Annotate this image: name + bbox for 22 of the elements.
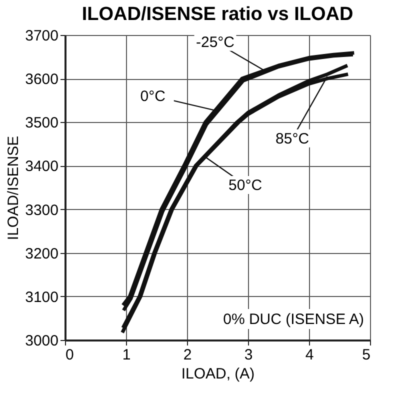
y-tick-label: 3000 bbox=[25, 332, 58, 350]
x-tick-label: 5 bbox=[362, 346, 370, 364]
y-tick-label: 3700 bbox=[25, 28, 58, 44]
x-tick-label: 2 bbox=[183, 346, 192, 364]
annotation: 0% DUC (ISENSE A) bbox=[223, 311, 364, 328]
y-tick-label: 3100 bbox=[25, 288, 58, 306]
y-tick-label: 3200 bbox=[25, 245, 58, 262]
annotation: 85°C bbox=[276, 130, 310, 148]
x-tick-label: 0 bbox=[66, 346, 74, 364]
y-tick-label: 3600 bbox=[25, 71, 58, 88]
y-tick-label: 3500 bbox=[25, 114, 58, 132]
x-tick-label: 3 bbox=[244, 346, 253, 364]
y-axis-title: ILOAD/ISENSE bbox=[5, 136, 22, 240]
x-axis-title: ILOAD, (A) bbox=[181, 366, 255, 382]
y-tick-label: 3300 bbox=[25, 202, 58, 219]
annotation: -25°C bbox=[196, 34, 235, 51]
x-tick-label: 4 bbox=[305, 346, 314, 364]
x-tick-label: 1 bbox=[122, 346, 131, 364]
chart-title: ILOAD/ISENSE ratio vs ILOAD bbox=[82, 4, 354, 25]
annotation: 0°C bbox=[140, 88, 166, 105]
y-tick-label: 3400 bbox=[25, 158, 58, 176]
annotation: 50°C bbox=[228, 177, 262, 194]
